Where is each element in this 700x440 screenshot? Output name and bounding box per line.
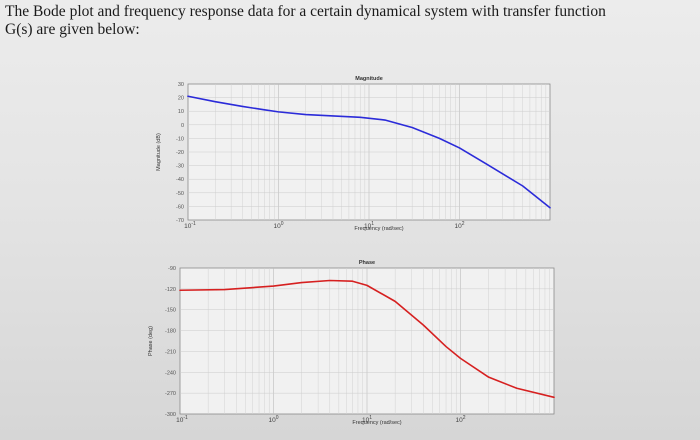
phase-ylabel: Phase (deg) xyxy=(148,326,154,356)
phase-series-line xyxy=(179,279,555,399)
phase-ytick-label: -240 xyxy=(165,370,176,376)
magnitude-ytick-label: -30 xyxy=(176,164,184,170)
magnitude-title: Magnitude xyxy=(355,76,383,82)
phase-ytick-label: -180 xyxy=(165,329,176,335)
magnitude-xtick-label: 10-1 xyxy=(184,221,196,230)
phase-ytick-label: -270 xyxy=(165,391,176,397)
magnitude-ytick-label: -60 xyxy=(176,204,184,210)
magnitude-xlabel: Frequency (rad/sec) xyxy=(354,226,403,232)
magnitude-ytick-label: 30 xyxy=(178,82,184,88)
magnitude-xtick-label: 100 xyxy=(273,221,283,230)
magnitude-ytick-label: -50 xyxy=(176,191,184,197)
problem-statement: The Bode plot and frequency response dat… xyxy=(5,3,695,39)
phase-ytick-label: -120 xyxy=(165,287,176,293)
magnitude-ytick-label: 20 xyxy=(178,96,184,102)
phase-ytick-label: -300 xyxy=(165,412,176,418)
problem-line-1: The Bode plot and frequency response dat… xyxy=(5,3,606,20)
phase-ytick-label: -210 xyxy=(165,349,176,355)
phase-xtick-label: 101 xyxy=(362,415,372,424)
magnitude-ytick-label: 10 xyxy=(178,109,184,115)
phase-title: Phase xyxy=(359,260,375,266)
magnitude-ytick-label: -40 xyxy=(176,177,184,183)
phase-xtick-label: 10-1 xyxy=(176,415,188,424)
magnitude-ytick-label: 0 xyxy=(181,123,184,129)
phase-xlabel: Frequency (rad/sec) xyxy=(352,420,401,426)
phase-ytick-label: -90 xyxy=(168,266,176,272)
magnitude-ytick-label: -70 xyxy=(176,218,184,224)
phase-xtick-label: 102 xyxy=(455,415,465,424)
magnitude-ytick-label: -20 xyxy=(176,150,184,156)
magnitude-ylabel: Magnitude (dB) xyxy=(156,133,162,171)
magnitude-xtick-label: 102 xyxy=(454,221,464,230)
phase-xtick-label: 100 xyxy=(268,415,278,424)
phase-ytick-label: -150 xyxy=(165,308,176,314)
problem-line-2: G(s) are given below: xyxy=(5,21,140,38)
magnitude-xtick-label: 101 xyxy=(364,221,374,230)
magnitude-ytick-label: -10 xyxy=(176,136,184,142)
